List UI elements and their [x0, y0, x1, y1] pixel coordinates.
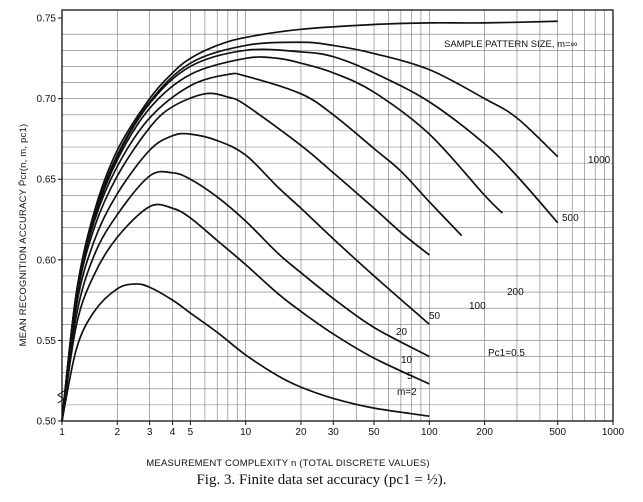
x-tick-label: 10: [240, 427, 252, 438]
x-tick-label: 20: [295, 427, 307, 438]
x-tick-label: 200: [476, 427, 493, 438]
x-axis-label: MEASUREMENT COMPLEXITY n (TOTAL DISCRETE…: [146, 458, 429, 469]
chart: 0.50 0.55 0.60 0.65 0.70 0.75 1 2 3 4 5 10 20 30 50 10…: [18, 9, 625, 469]
series-line-500: [61, 48, 559, 422]
y-tick-label: 0.65: [37, 175, 57, 186]
x-tick-label: 30: [328, 427, 340, 438]
y-tick-label: 0.50: [37, 417, 57, 428]
curve-label-100: 100: [469, 301, 486, 312]
x-tick-label: 50: [368, 427, 380, 438]
x-tick-label: 100: [421, 427, 438, 438]
series-line-100: [61, 72, 463, 422]
series-line-200: [61, 56, 504, 422]
x-tick-label: 2: [115, 427, 121, 438]
series-lines: [61, 20, 559, 422]
series-line-sample-pattern-size-m-: [61, 20, 558, 422]
x-tick-label: 5: [188, 427, 194, 438]
series-line-m-2: [61, 283, 430, 422]
x-tick-label: 1: [59, 427, 65, 438]
series-line-50: [61, 92, 430, 422]
grid: [62, 10, 613, 421]
chart-title: SAMPLE PATTERN SIZE, m=∞: [444, 39, 578, 50]
curve-label-1000: 1000: [588, 155, 611, 166]
pc1-annotation: Pc1=0.5: [488, 348, 525, 359]
x-tick-label: 3: [147, 427, 153, 438]
curve-label-50: 50: [429, 311, 441, 322]
series-line-10: [61, 170, 430, 422]
figure-caption: Fig. 3. Finite data set accuracy (pc1 = …: [196, 472, 447, 488]
y-tick-label: 0.55: [37, 336, 57, 347]
curve-label-20: 20: [396, 327, 408, 338]
curve-label-m2: m=2: [397, 387, 417, 398]
y-tick-label: 0.70: [37, 94, 57, 105]
y-tick-label: 0.75: [37, 14, 57, 25]
x-axis-ticks: 1 2 3 4 5 10 20 30 50 100 200 500 1000: [59, 421, 625, 438]
y-axis-ticks: 0.50 0.55 0.60 0.65 0.70 0.75: [37, 14, 65, 428]
x-tick-label: 500: [549, 427, 566, 438]
x-tick-label: 4: [170, 427, 176, 438]
plot-frame: [61, 9, 614, 422]
curve-label-10: 10: [401, 355, 413, 366]
series-line-20: [61, 132, 430, 422]
curve-label-5: 5: [407, 371, 413, 382]
curve-label-500: 500: [562, 213, 579, 224]
curve-label-200: 200: [507, 287, 524, 298]
x-tick-label: 1000: [602, 427, 625, 438]
series-line-5: [61, 203, 430, 422]
axis-break-mark: [57, 390, 65, 404]
y-tick-label: 0.60: [37, 255, 57, 266]
y-axis-label: MEAN RECOGNITION ACCURACY P̄cr(n, m, pc1…: [18, 124, 29, 347]
